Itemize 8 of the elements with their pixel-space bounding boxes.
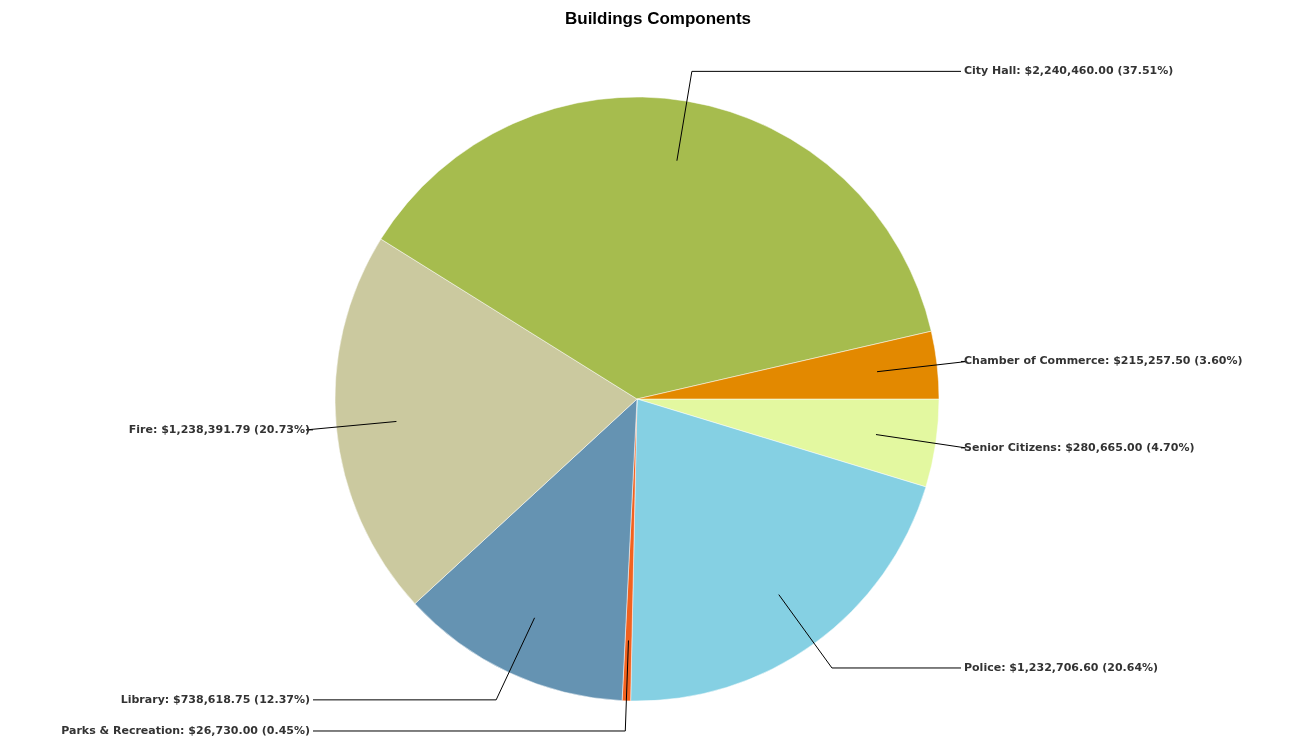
- slice-label: Library: $738,618.75 (12.37%): [120, 692, 310, 706]
- slice-label: Fire: $1,238,391.79 (20.73%): [128, 422, 310, 436]
- slice-label: Senior Citizens: $280,665.00 (4.70%): [964, 440, 1195, 454]
- slice-label: City Hall: $2,240,460.00 (37.51%): [964, 64, 1174, 78]
- slice-label: Parks & Recreation: $26,730.00 (0.45%): [61, 723, 310, 737]
- slice-label: Chamber of Commerce: $215,257.50 (3.60%): [964, 354, 1243, 368]
- slice-label: Police: $1,232,706.60 (20.64%): [964, 660, 1159, 674]
- chart-title: Buildings Components: [564, 9, 752, 28]
